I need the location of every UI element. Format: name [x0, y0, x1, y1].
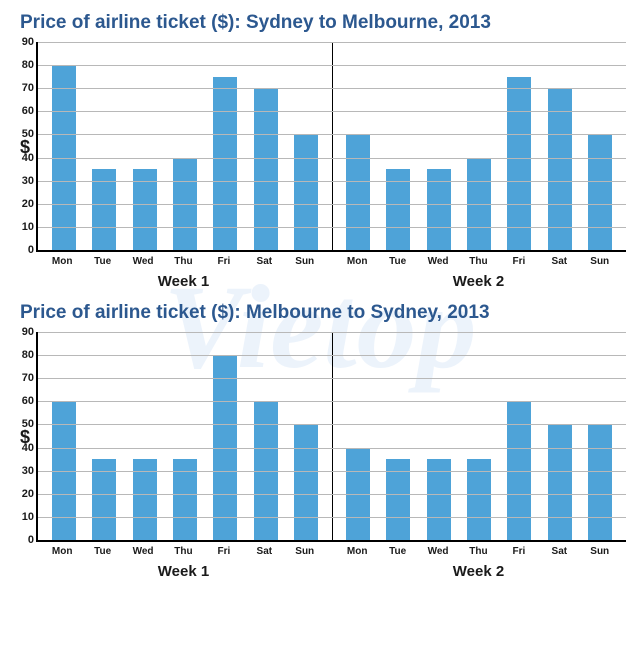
- y-tick-label: 50: [10, 418, 34, 430]
- x-tick-label: Thu: [466, 546, 490, 557]
- grid-line: [38, 42, 626, 43]
- x-tick-label: Tue: [386, 546, 410, 557]
- y-tick-label: 30: [10, 175, 34, 187]
- x-tick-label: Wed: [426, 256, 450, 267]
- x-tick-label: Tue: [91, 546, 115, 557]
- grid-line: [38, 448, 626, 449]
- plot-area: 0102030405060708090: [36, 332, 626, 542]
- y-tick-label: 40: [10, 152, 34, 164]
- x-tick-label: Wed: [131, 546, 155, 557]
- grid-line: [38, 88, 626, 89]
- x-tick-label: Wed: [426, 546, 450, 557]
- grid-line: [38, 378, 626, 379]
- x-tick-label: Sat: [252, 256, 276, 267]
- bar: [548, 88, 572, 250]
- x-tick-label: Thu: [466, 256, 490, 267]
- x-tick-label: Fri: [507, 546, 531, 557]
- x-tick-label: Thu: [171, 546, 195, 557]
- y-tick-label: 20: [10, 488, 34, 500]
- bar: [346, 134, 370, 250]
- x-tick-label: Mon: [50, 256, 74, 267]
- grid-line: [38, 227, 626, 228]
- bar: [294, 134, 318, 250]
- x-tick-label: Sun: [588, 256, 612, 267]
- plot-area: 0102030405060708090: [36, 42, 626, 252]
- grid-line: [38, 134, 626, 135]
- y-tick-label: 10: [10, 511, 34, 523]
- grid-line: [38, 471, 626, 472]
- bar-group: [332, 42, 626, 250]
- x-tick-label: Fri: [212, 256, 236, 267]
- bar: [213, 77, 237, 250]
- x-tick-label: Mon: [345, 256, 369, 267]
- x-label-group: Mon Tue Wed Thu Fri Sat Sun: [36, 252, 331, 267]
- x-tick-label: Sat: [252, 546, 276, 557]
- y-tick-label: 60: [10, 395, 34, 407]
- grid-line: [38, 424, 626, 425]
- bar-group: [38, 42, 332, 250]
- week-label: Week 1: [36, 563, 331, 580]
- x-tick-label: Tue: [91, 256, 115, 267]
- grid-line: [38, 355, 626, 356]
- x-tick-label: Fri: [212, 546, 236, 557]
- y-tick-label: 20: [10, 198, 34, 210]
- chart-sydney-melbourne: Price of airline ticket ($): Sydney to M…: [0, 0, 640, 290]
- x-tick-label: Sun: [588, 546, 612, 557]
- y-tick-label: 70: [10, 82, 34, 94]
- x-tick-label: Wed: [131, 256, 155, 267]
- chart-title: Price of airline ticket ($): Sydney to M…: [20, 12, 626, 34]
- y-tick-label: 90: [10, 36, 34, 48]
- grid-line: [38, 204, 626, 205]
- bar: [588, 424, 612, 540]
- y-tick-label: 40: [10, 442, 34, 454]
- grid-line: [38, 517, 626, 518]
- y-tick-label: 80: [10, 59, 34, 71]
- grid-line: [38, 494, 626, 495]
- y-tick-label: 0: [10, 244, 34, 256]
- bar: [254, 88, 278, 250]
- bar-group: [332, 332, 626, 540]
- x-tick-label: Fri: [507, 256, 531, 267]
- y-tick-label: 0: [10, 534, 34, 546]
- bar-group: [38, 332, 332, 540]
- x-label-group: Mon Tue Wed Thu Fri Sat Sun: [36, 542, 331, 557]
- x-tick-label: Tue: [386, 256, 410, 267]
- grid-line: [38, 332, 626, 333]
- week-label: Week 2: [331, 273, 626, 290]
- grid-line: [38, 111, 626, 112]
- x-tick-label: Sun: [293, 256, 317, 267]
- bar: [548, 424, 572, 540]
- grid-line: [38, 401, 626, 402]
- chart-title: Price of airline ticket ($): Melbourne t…: [20, 302, 626, 324]
- x-tick-label: Sat: [547, 256, 571, 267]
- y-tick-label: 50: [10, 128, 34, 140]
- grid-line: [38, 158, 626, 159]
- x-tick-label: Mon: [50, 546, 74, 557]
- y-tick-label: 10: [10, 221, 34, 233]
- bar: [588, 134, 612, 250]
- chart-melbourne-sydney: Price of airline ticket ($): Melbourne t…: [0, 290, 640, 580]
- bar: [294, 424, 318, 540]
- x-tick-label: Mon: [345, 546, 369, 557]
- y-tick-label: 70: [10, 372, 34, 384]
- bar: [507, 77, 531, 250]
- x-tick-label: Thu: [171, 256, 195, 267]
- x-label-group: Mon Tue Wed Thu Fri Sat Sun: [331, 542, 626, 557]
- x-label-group: Mon Tue Wed Thu Fri Sat Sun: [331, 252, 626, 267]
- week-label: Week 2: [331, 563, 626, 580]
- y-tick-label: 30: [10, 465, 34, 477]
- y-tick-label: 60: [10, 105, 34, 117]
- week-label: Week 1: [36, 273, 331, 290]
- grid-line: [38, 181, 626, 182]
- y-tick-label: 80: [10, 349, 34, 361]
- x-tick-label: Sun: [293, 546, 317, 557]
- grid-line: [38, 65, 626, 66]
- x-tick-label: Sat: [547, 546, 571, 557]
- y-tick-label: 90: [10, 326, 34, 338]
